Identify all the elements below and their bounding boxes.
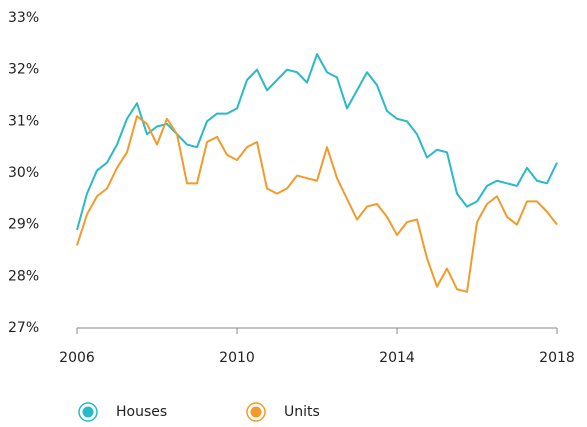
line-series	[76, 53, 558, 231]
y-tick-label: 28%	[8, 268, 39, 284]
line-series	[76, 115, 558, 293]
y-tick-label: 27%	[8, 320, 39, 336]
legend-dot	[82, 406, 94, 418]
x-tick-label: 2018	[539, 350, 575, 366]
y-tick-label: 33%	[8, 10, 39, 26]
legend-dot	[250, 406, 262, 418]
y-tick-label: 32%	[8, 62, 39, 78]
x-tick-label: 2010	[219, 350, 255, 366]
legend-ring	[78, 402, 98, 422]
y-tick-label: 30%	[8, 165, 39, 181]
x-tick-label: 2014	[379, 350, 415, 366]
legend-ring	[246, 402, 266, 422]
y-tick-label: 29%	[8, 217, 39, 233]
legend-label: Houses	[116, 404, 167, 420]
x-tick-label: 2006	[59, 350, 95, 366]
legend-label: Units	[284, 404, 320, 420]
y-tick-label: 31%	[8, 113, 39, 129]
